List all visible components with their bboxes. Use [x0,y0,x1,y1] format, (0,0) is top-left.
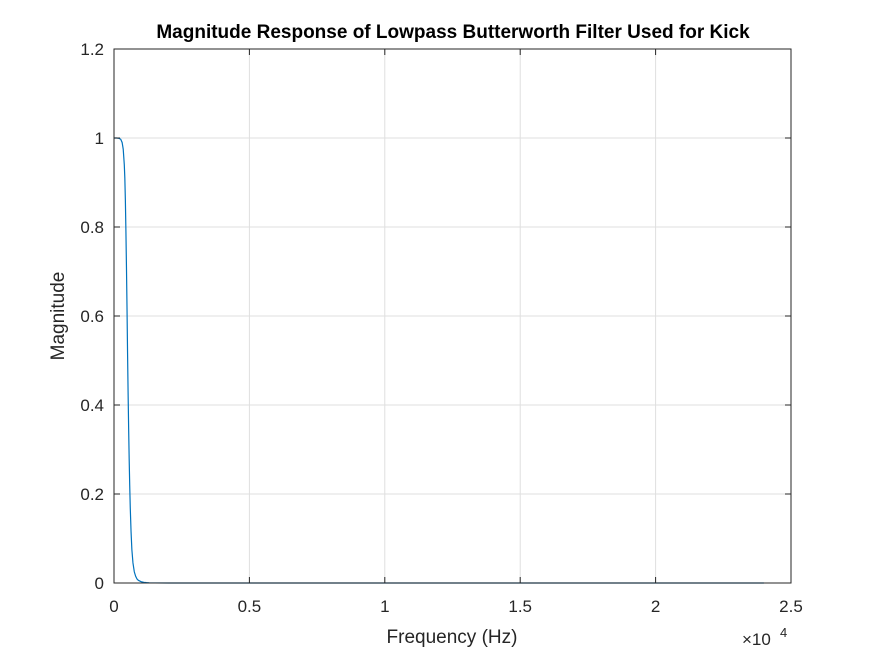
series-line [114,137,764,584]
x-tick-label: 2.5 [779,597,803,616]
x-tick-label: 1.5 [508,597,532,616]
y-tick-label: 1.2 [80,40,104,59]
x-tick-label: 2 [651,597,660,616]
x-tick-label: 0.5 [238,597,262,616]
x-tick-label: 0 [109,597,118,616]
y-tick-label: 0.6 [80,307,104,326]
y-tick-label: 0 [95,574,104,593]
series-layer [114,137,764,584]
grid [114,49,791,583]
chart-title: Magnitude Response of Lowpass Butterwort… [156,22,750,43]
y-axis-label: Magnitude [48,272,69,361]
x-exponent-power: 4 [780,625,787,640]
y-tick-label: 0.8 [80,218,104,237]
x-exponent: ×10 4 [742,625,787,649]
x-tick-labels: 0 0.5 1 1.5 2 2.5 [109,597,803,616]
y-tick-label: 0.4 [80,396,104,415]
y-tick-label: 1 [95,129,104,148]
x-axis-label: Frequency (Hz) [387,627,518,648]
y-tick-label: 0.2 [80,485,104,504]
ticks [113,48,792,584]
y-tick-labels: 0 0.2 0.4 0.6 0.8 1 1.2 [80,40,104,593]
x-exponent-base: ×10 [742,630,771,649]
x-tick-label: 1 [380,597,389,616]
